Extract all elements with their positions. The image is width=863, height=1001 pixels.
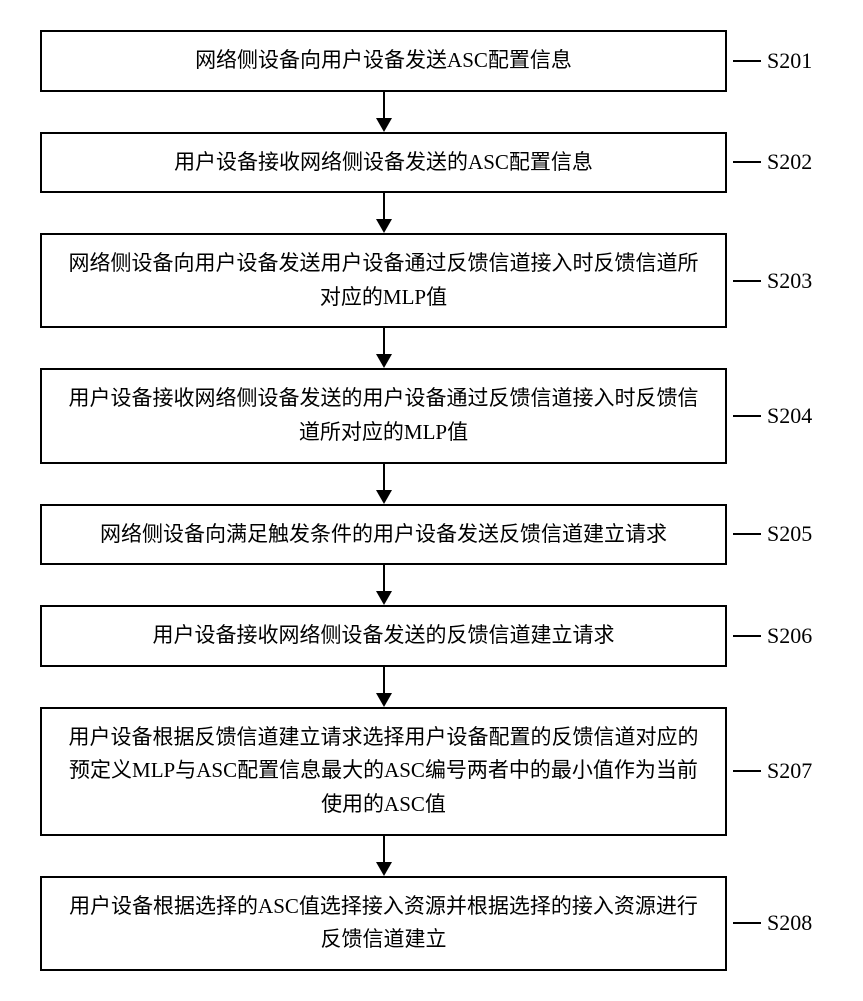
arrow-down-icon (376, 464, 392, 504)
arrow-down-icon (376, 92, 392, 132)
connector-line (733, 922, 761, 924)
step-label-wrap: S202 (733, 149, 823, 175)
step-label-s207: S207 (761, 758, 812, 784)
step-label-wrap: S203 (733, 268, 823, 294)
step-label-s204: S204 (761, 403, 812, 429)
arrow-down-icon (376, 836, 392, 876)
step-row-s205: 网络侧设备向满足触发条件的用户设备发送反馈信道建立请求 S205 (40, 504, 823, 566)
step-row-s204: 用户设备接收网络侧设备发送的用户设备通过反馈信道接入时反馈信道所对应的MLP值 … (40, 368, 823, 463)
connector-line (733, 533, 761, 535)
arrow-down-icon (376, 565, 392, 605)
step-label-s208: S208 (761, 910, 812, 936)
step-text: 网络侧设备向用户设备发送ASC配置信息 (195, 44, 572, 78)
connector-line (733, 635, 761, 637)
step-box-s201: 网络侧设备向用户设备发送ASC配置信息 (40, 30, 727, 92)
step-text: 用户设备接收网络侧设备发送的用户设备通过反馈信道接入时反馈信道所对应的MLP值 (60, 382, 707, 449)
step-text: 网络侧设备向用户设备发送用户设备通过反馈信道接入时反馈信道所对应的MLP值 (60, 247, 707, 314)
step-box-s203: 网络侧设备向用户设备发送用户设备通过反馈信道接入时反馈信道所对应的MLP值 (40, 233, 727, 328)
arrow-down-icon (376, 193, 392, 233)
step-text: 用户设备接收网络侧设备发送的ASC配置信息 (174, 146, 593, 180)
step-label-s205: S205 (761, 521, 812, 547)
step-box-s205: 网络侧设备向满足触发条件的用户设备发送反馈信道建立请求 (40, 504, 727, 566)
step-box-s204: 用户设备接收网络侧设备发送的用户设备通过反馈信道接入时反馈信道所对应的MLP值 (40, 368, 727, 463)
step-text: 用户设备根据选择的ASC值选择接入资源并根据选择的接入资源进行反馈信道建立 (60, 890, 707, 957)
step-box-s206: 用户设备接收网络侧设备发送的反馈信道建立请求 (40, 605, 727, 667)
step-label-s202: S202 (761, 149, 812, 175)
step-row-s207: 用户设备根据反馈信道建立请求选择用户设备配置的反馈信道对应的预定义MLP与ASC… (40, 707, 823, 836)
step-box-s208: 用户设备根据选择的ASC值选择接入资源并根据选择的接入资源进行反馈信道建立 (40, 876, 727, 971)
step-row-s208: 用户设备根据选择的ASC值选择接入资源并根据选择的接入资源进行反馈信道建立 S2… (40, 876, 823, 971)
connector-line (733, 60, 761, 62)
step-label-wrap: S207 (733, 758, 823, 784)
step-text: 网络侧设备向满足触发条件的用户设备发送反馈信道建立请求 (100, 518, 667, 552)
step-label-wrap: S208 (733, 910, 823, 936)
connector-line (733, 415, 761, 417)
step-label-wrap: S204 (733, 403, 823, 429)
step-label-s201: S201 (761, 48, 812, 74)
connector-line (733, 280, 761, 282)
step-row-s202: 用户设备接收网络侧设备发送的ASC配置信息 S202 (40, 132, 823, 194)
connector-line (733, 770, 761, 772)
step-label-wrap: S201 (733, 48, 823, 74)
step-label-wrap: S206 (733, 623, 823, 649)
step-row-s206: 用户设备接收网络侧设备发送的反馈信道建立请求 S206 (40, 605, 823, 667)
step-box-s207: 用户设备根据反馈信道建立请求选择用户设备配置的反馈信道对应的预定义MLP与ASC… (40, 707, 727, 836)
arrow-down-icon (376, 667, 392, 707)
step-row-s203: 网络侧设备向用户设备发送用户设备通过反馈信道接入时反馈信道所对应的MLP值 S2… (40, 233, 823, 328)
step-row-s201: 网络侧设备向用户设备发送ASC配置信息 S201 (40, 30, 823, 92)
step-label-s206: S206 (761, 623, 812, 649)
arrow-down-icon (376, 328, 392, 368)
step-label-wrap: S205 (733, 521, 823, 547)
step-text: 用户设备根据反馈信道建立请求选择用户设备配置的反馈信道对应的预定义MLP与ASC… (60, 721, 707, 822)
step-text: 用户设备接收网络侧设备发送的反馈信道建立请求 (153, 619, 615, 653)
step-box-s202: 用户设备接收网络侧设备发送的ASC配置信息 (40, 132, 727, 194)
flowchart-container: 网络侧设备向用户设备发送ASC配置信息 S201 用户设备接收网络侧设备发送的A… (40, 30, 823, 971)
connector-line (733, 161, 761, 163)
step-label-s203: S203 (761, 268, 812, 294)
